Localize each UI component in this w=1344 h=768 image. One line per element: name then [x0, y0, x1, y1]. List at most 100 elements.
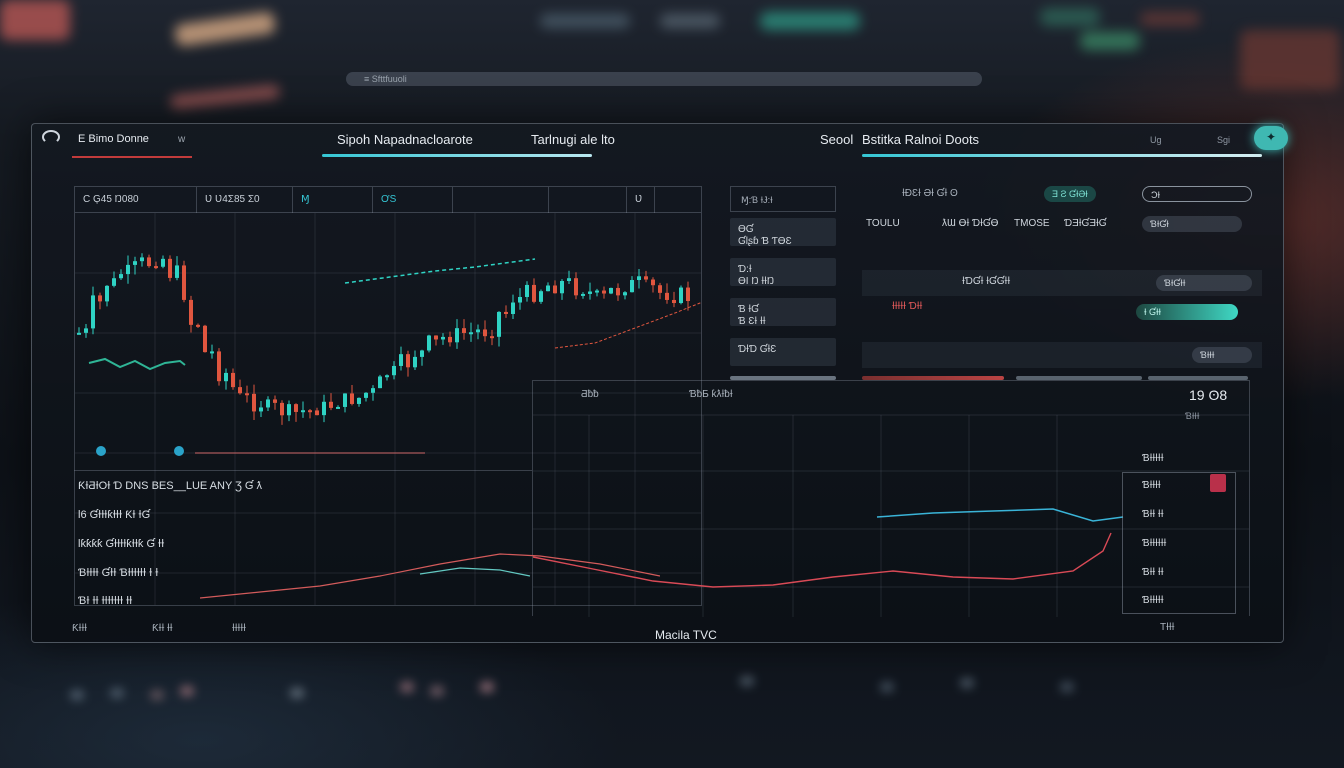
candle-body — [511, 302, 515, 314]
candle-body — [462, 328, 466, 333]
order-book-row[interactable]: ƊƗƊ ƓƗƐ — [730, 338, 836, 366]
candle-body — [105, 285, 109, 302]
trade-row[interactable]: ƁƗƗƗ — [862, 342, 1262, 368]
candle-body — [469, 332, 473, 335]
candle-body — [637, 276, 641, 281]
lower-title-mid: ƁƀƂ ƙƛƗƀƗ — [689, 389, 733, 400]
candle-body — [567, 278, 571, 282]
candle-body — [385, 375, 389, 378]
tab-trading[interactable]: Tarlnugi ale lto — [531, 132, 615, 147]
list-item[interactable]: ƘƗƋƗOƗ Ɗ DNS BES__LUE ANY Ʒ Ɠ ƛ — [78, 480, 263, 492]
list-item[interactable]: Ɩ6 ƓƗƗƗƙƗƗƗ ƘƗ ƗƓ — [78, 509, 151, 521]
candle-body — [364, 392, 368, 398]
toolbar-compare[interactable]: ƠS — [373, 187, 453, 213]
candle-body — [658, 285, 662, 293]
order-book-row-line1: Ɓ ƗƓ — [738, 304, 759, 315]
trade-bar-gray-2 — [1148, 376, 1248, 380]
candle-body — [413, 356, 417, 368]
candle-body — [609, 287, 613, 294]
candle-body — [602, 290, 606, 294]
candle-body — [518, 296, 522, 303]
price-label: ƁƗƗ ƗƗ — [1142, 567, 1164, 578]
toolbar-indicator[interactable]: Ɱ — [293, 187, 373, 213]
tab-spot[interactable]: Sipoh Napadnacloarote — [337, 132, 473, 147]
candle-body — [399, 354, 403, 366]
low-marker-1 — [96, 446, 106, 456]
list-item[interactable]: ƁƗ ƗƗ ƗƗƗƗƗƗƗ ƗƗ — [78, 595, 133, 607]
toolbar-cell-6[interactable] — [549, 187, 627, 213]
price-label: ƁƗƗƗƗ — [1142, 480, 1161, 491]
toolbar-interval[interactable]: Ʋ Ʋ4Ʃ85 Ʃ0 — [197, 187, 293, 213]
trade-row[interactable]: ƗƊƓƗ ƗƓƓƗƗ ƁƗƓƗƗ — [862, 270, 1262, 296]
price-label: ƁƗƗƗƗƗ — [1142, 453, 1164, 464]
depth-chart[interactable]: Ƌƀƀ ƁƀƂ ƙƛƗƀƗ 19 ʘ8 ƁƗƗƗ — [532, 380, 1250, 617]
col-right-pill[interactable]: ƁƗƓƗ — [1142, 216, 1242, 232]
candle-body — [336, 406, 340, 409]
lower-sub: ƁƗƗƗ — [1185, 411, 1200, 421]
candle-body — [175, 265, 179, 278]
footer-right: TƗƗƗ — [1160, 622, 1175, 633]
order-book-row[interactable]: ƟƓ Ɠlʂɓ Ɓ ƬƟƐ — [730, 218, 836, 247]
trade-row-pill-4[interactable]: ƁƗƗƗ — [1192, 347, 1252, 363]
candle-body — [560, 281, 564, 294]
address-bar[interactable]: ≡ Sfttfuuoli — [346, 72, 982, 86]
candle-body — [672, 299, 676, 304]
bolt-icon: ✦ — [1266, 130, 1277, 144]
trade-top-pill[interactable]: Ǝ Ƨ ƓƗƏƗ — [1044, 186, 1096, 202]
alert-marker[interactable] — [1210, 474, 1226, 492]
candle-body — [616, 287, 620, 296]
order-book-header: Ɱ:Ɓ ƗɈ:Ɨ — [730, 186, 836, 212]
list-item[interactable]: Ɩƙƙƙƙ ƓƗƗƗƗƙƗƗƙ Ɠ ƗƗ — [78, 538, 165, 550]
candles-svg — [75, 213, 701, 605]
footer-left-3: ƗƗƗƗƗ — [232, 623, 246, 634]
brand-underline — [72, 156, 192, 158]
depth-blue-line — [876, 508, 1124, 522]
candle-body — [490, 336, 494, 339]
candle-body — [203, 325, 207, 353]
chart-grid — [75, 213, 701, 605]
background-blur — [0, 0, 1344, 110]
trade-row-pill[interactable]: ƁƗƓƗƗ — [1156, 275, 1252, 291]
price-chart[interactable]: C Ģ45 Ŋ080 Ʋ Ʋ4Ʃ85 Ʃ0 Ɱ ƠS Ʋ — [74, 186, 702, 606]
candle-body — [686, 287, 690, 302]
toolbar-cell-8[interactable] — [655, 187, 701, 213]
candle-body — [245, 393, 249, 396]
lower-value: 19 ʘ8 — [1189, 387, 1228, 403]
candle-body — [196, 324, 200, 327]
candle-body — [434, 335, 438, 340]
trade-top-pill-right[interactable]: ƆƗ — [1142, 186, 1252, 202]
candle-body — [119, 274, 123, 279]
order-book-row-line1: ƟƓ — [738, 224, 754, 235]
list-frame — [74, 470, 532, 616]
candle-body — [322, 401, 326, 416]
toolbar-cell-7[interactable]: Ʋ — [627, 187, 655, 213]
circle-icon[interactable] — [42, 130, 60, 144]
trade-row[interactable]: ƗƗƗƗƗ ƊƗƗ Ɨ ƓƗƗ — [862, 298, 1262, 324]
candle-body — [112, 278, 116, 286]
candle-body — [343, 393, 347, 407]
list-item[interactable]: ƁƗƗƗƗ ƓƗƗ ƁƗƗƗƗƗƗ Ɨ Ɨ — [78, 567, 159, 579]
trade-row-label-red: ƗƗƗƗƗ ƊƗƗ — [892, 301, 923, 312]
price-frame — [1122, 472, 1236, 614]
trade-green-pill[interactable]: Ɨ ƓƗƗ — [1136, 304, 1238, 320]
trade-columns: TOULU ƛƜ ƟƗ ƊƗƓƟ TMOSE ƊƎƗƓƎƗƓ ƁƗƓƗ — [862, 216, 1262, 244]
toolbar-cell-5[interactable] — [453, 187, 549, 213]
right-title: Seool — [820, 132, 854, 147]
trade-row-label: ƗƊƓƗ ƗƓƓƗƗ — [962, 276, 1011, 287]
settings-button[interactable] — [1254, 126, 1288, 150]
candle-body — [427, 335, 431, 351]
candle-body — [287, 404, 291, 416]
right-label-sgi: Sgi — [1217, 135, 1231, 145]
order-book-row[interactable]: Ɓ ƗƓ Ɓ ƐƗ ƗƗ — [730, 298, 836, 327]
candle-body — [539, 291, 543, 302]
trade-bar-gray — [1016, 376, 1142, 380]
col-3: TMOSE — [1014, 218, 1050, 229]
order-book-row[interactable]: Ɗ:Ɨ ƟI Ŋ ƗƗŊ — [730, 258, 836, 287]
candle-body — [574, 278, 578, 296]
order-book-row-line1: Ɗ:Ɨ — [738, 264, 752, 275]
footer-left-2: ƘƗƗ ƗƗ — [152, 623, 173, 634]
candle-body — [392, 365, 396, 376]
candle-body — [182, 265, 186, 300]
toolbar-symbol[interactable]: C Ģ45 Ŋ080 — [75, 187, 197, 213]
candle-body — [420, 350, 424, 357]
